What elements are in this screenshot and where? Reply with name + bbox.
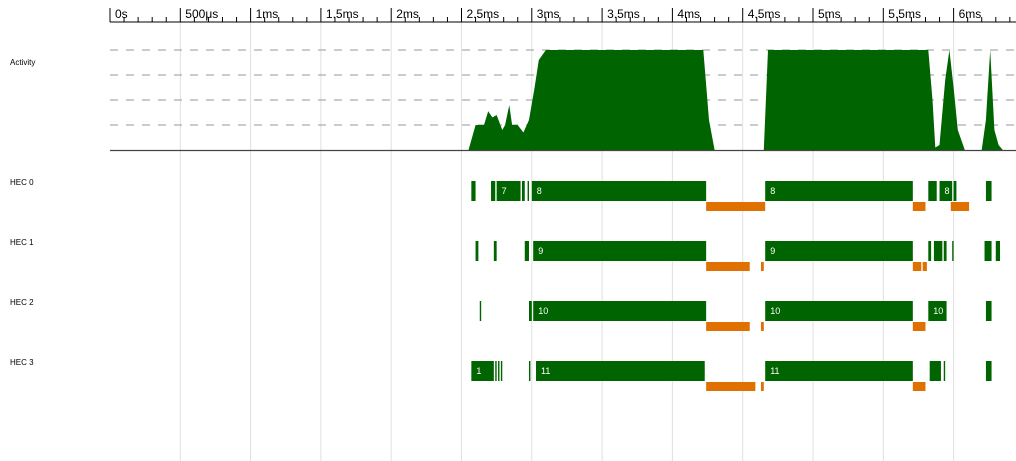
run-bar <box>939 181 953 201</box>
run-bar <box>984 241 992 261</box>
tick-label: 0s <box>115 7 128 21</box>
hec-row-label: HEC 3 <box>10 358 34 367</box>
run-bar-label: 10 <box>933 306 943 316</box>
time-ruler: 0s 500μs 1ms 1.5ms 2ms 2.5ms 3ms 3.5ms 4ms 4.5ms 5… <box>109 7 1016 23</box>
tick-label: 3.5ms <box>607 7 640 21</box>
run-bar <box>475 241 479 261</box>
run-bar <box>521 181 525 201</box>
run-bar <box>765 241 913 261</box>
tick-label: 5.5ms <box>888 7 921 21</box>
tick-label: 4ms <box>677 7 700 21</box>
run-bar <box>985 361 992 381</box>
tick-label: 2ms <box>396 7 419 21</box>
gc-bar <box>912 202 926 211</box>
run-bar <box>498 361 500 381</box>
activity-label: Activity <box>10 58 35 67</box>
run-bar <box>943 241 947 261</box>
run-bar <box>985 301 992 321</box>
run-bar-label: 10 <box>770 306 780 316</box>
tick-label: 500μs <box>185 7 218 21</box>
run-bar-label: 11 <box>541 366 550 376</box>
run-bar <box>933 241 943 261</box>
run-bar <box>496 181 521 201</box>
gc-bar <box>706 262 750 271</box>
run-bar-label: 10 <box>538 306 548 316</box>
run-bar <box>528 361 531 381</box>
gc-bar <box>760 322 764 331</box>
hec-row-label: HEC 0 <box>10 178 34 187</box>
run-bar <box>943 361 946 381</box>
gc-bar <box>760 382 764 391</box>
run-bar <box>952 241 954 261</box>
run-bar <box>471 361 494 381</box>
run-bar <box>491 181 496 201</box>
run-bar-label: 1 <box>476 366 481 376</box>
activity-area <box>110 50 1003 150</box>
tick-label: 3ms <box>537 7 560 21</box>
run-bar-label: 9 <box>538 246 543 256</box>
run-bar <box>765 181 913 201</box>
run-bar <box>533 301 707 321</box>
run-bar-label: 8 <box>770 186 775 196</box>
hec-row-label: HEC 1 <box>10 238 34 247</box>
gc-bar <box>922 262 927 271</box>
run-bar <box>536 361 705 381</box>
run-bar <box>533 241 707 261</box>
gc-bar <box>950 202 970 211</box>
run-bar-label: 8 <box>945 186 950 196</box>
run-bar <box>524 241 529 261</box>
hec-row-label: HEC 2 <box>10 298 34 307</box>
run-bar-label: 9 <box>770 246 775 256</box>
run-bar <box>995 241 1000 261</box>
gc-bar <box>912 382 926 391</box>
gc-bar <box>912 322 926 331</box>
run-bar <box>495 361 497 381</box>
run-bar <box>479 301 482 321</box>
run-bar-label: 11 <box>770 366 779 376</box>
run-bar <box>500 361 503 381</box>
run-bar <box>527 181 529 201</box>
run-bar <box>928 181 937 201</box>
gc-bar <box>912 262 922 271</box>
run-bar <box>928 241 932 261</box>
gc-bar <box>706 382 756 391</box>
run-bar <box>531 181 707 201</box>
run-bar <box>493 241 497 261</box>
tick-label: 1.5ms <box>326 7 359 21</box>
gc-bar <box>706 322 750 331</box>
run-bar <box>985 181 992 201</box>
tick-label: 4.5ms <box>748 7 781 21</box>
tick-label: 2.5ms <box>467 7 500 21</box>
tick-label: 5ms <box>818 7 841 21</box>
run-bar-label: 7 <box>502 186 507 196</box>
gc-bar <box>706 202 766 211</box>
run-bar <box>928 301 947 321</box>
run-bar <box>528 301 532 321</box>
run-bar <box>929 361 941 381</box>
run-bar <box>765 361 913 381</box>
run-bar <box>471 181 476 201</box>
run-bar-label: 8 <box>537 186 542 196</box>
tick-label: 6ms <box>959 7 982 21</box>
tick-label: 1ms <box>256 7 279 21</box>
gc-bar <box>760 262 764 271</box>
run-bar <box>953 181 957 201</box>
activity-graph: Activity <box>10 49 1016 152</box>
run-bar <box>765 301 913 321</box>
